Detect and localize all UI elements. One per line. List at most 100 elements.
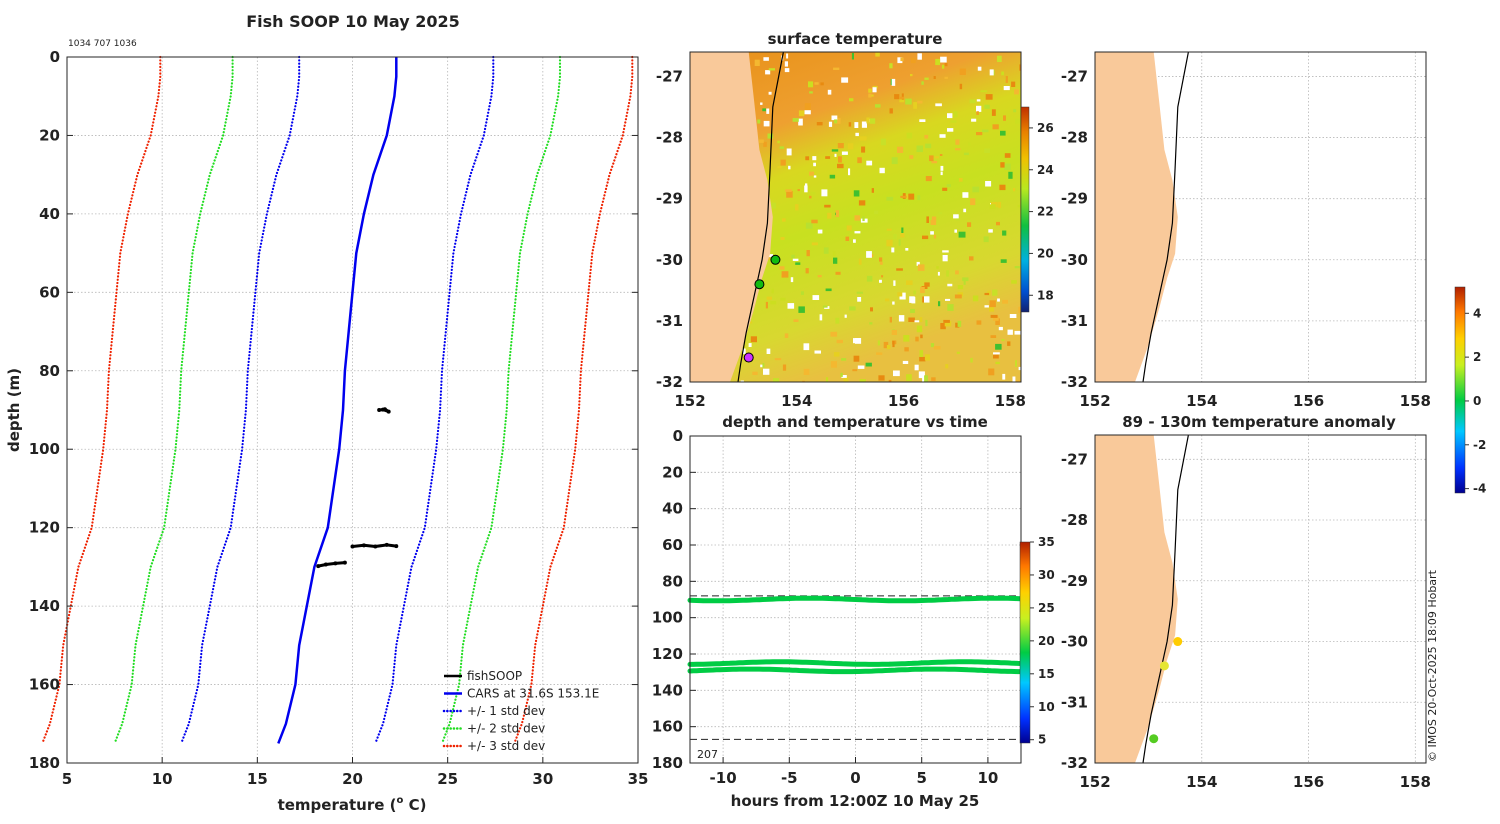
sst-pixel bbox=[909, 155, 914, 159]
sst-pixel bbox=[1017, 204, 1021, 208]
time-series bbox=[687, 595, 1024, 740]
tick-label-x: 158 bbox=[1400, 392, 1431, 410]
sst-pixel bbox=[793, 319, 799, 322]
sst-pixel bbox=[906, 280, 913, 285]
tick-label-y: 0 bbox=[673, 427, 683, 445]
sst-pixel bbox=[992, 289, 998, 296]
sst-pixel bbox=[913, 102, 917, 109]
sst-pixel bbox=[748, 343, 752, 347]
sst-pixel bbox=[862, 216, 865, 222]
legend-label: CARS at 31.6S 153.1E bbox=[467, 687, 599, 701]
sst-pixel bbox=[835, 317, 840, 324]
sst-pixel bbox=[989, 300, 996, 308]
sst-pixel bbox=[997, 55, 1002, 62]
sst-pixel bbox=[858, 200, 866, 206]
sst-pixel bbox=[1011, 280, 1017, 284]
tick-label-y: 180 bbox=[29, 754, 60, 772]
sst-pixel bbox=[962, 192, 969, 198]
sst-pixel bbox=[875, 52, 880, 57]
sst-pixel bbox=[811, 219, 818, 224]
sst-pixel bbox=[990, 314, 998, 318]
sst-pixel bbox=[856, 291, 863, 294]
sst-pixel bbox=[959, 68, 966, 75]
sst-pixel bbox=[1014, 330, 1021, 335]
sst-pixel bbox=[786, 53, 789, 59]
sst-pixel bbox=[976, 132, 983, 136]
sst-pixel bbox=[983, 236, 989, 243]
sst-pixel bbox=[889, 108, 893, 114]
sst-pixel bbox=[968, 142, 971, 146]
anomaly-point bbox=[1159, 661, 1169, 671]
tick-label-y: -27 bbox=[656, 67, 683, 85]
sst-pixel bbox=[946, 184, 951, 187]
sst-pixel bbox=[833, 257, 838, 264]
tick-label-x: 35 bbox=[628, 770, 649, 788]
sst-pixel bbox=[971, 118, 977, 122]
tick-label-y: 160 bbox=[652, 718, 683, 736]
sst-pixel bbox=[906, 374, 912, 381]
sst-pixel bbox=[921, 81, 924, 85]
sst-pixel bbox=[790, 277, 794, 283]
sst-pixel bbox=[879, 167, 885, 174]
sst-pixel bbox=[919, 350, 924, 357]
sst-pixel bbox=[954, 229, 957, 233]
sst-pixel bbox=[1002, 373, 1006, 380]
sst-pixel bbox=[935, 58, 941, 66]
sst-pixel bbox=[942, 187, 948, 191]
colorbar-label: 10 bbox=[1038, 700, 1055, 714]
profile-xlabel: temperature (o C) bbox=[278, 795, 427, 814]
sst-pixel bbox=[833, 67, 840, 70]
sst-pixel bbox=[944, 76, 948, 79]
sst-pixel bbox=[1009, 314, 1017, 318]
sst-pixel bbox=[780, 297, 786, 301]
empty-map-panel: 152 154 156 158 -27 -28 -29 -30 -31 -32 bbox=[1061, 51, 1431, 410]
sst-pixel bbox=[924, 282, 930, 287]
sst-pixel bbox=[837, 143, 844, 149]
colorbar-label: 26 bbox=[1037, 121, 1054, 135]
tick-label-x: 156 bbox=[1293, 392, 1324, 410]
sst-pixel bbox=[806, 250, 810, 257]
anomaly-title: 89 - 130m temperature anomaly bbox=[1122, 413, 1396, 431]
sst-pixel bbox=[759, 139, 764, 143]
sst-pixel bbox=[953, 214, 959, 219]
tick-label-x: 154 bbox=[1186, 773, 1217, 791]
sst-pixel bbox=[822, 305, 828, 308]
sst-ticks: 152 154 156 158 -27 -28 -29 -30 -31 -32 bbox=[656, 67, 1026, 410]
sst-pixel bbox=[788, 165, 791, 170]
sst-pixel bbox=[888, 379, 892, 382]
sst-pixel bbox=[766, 348, 771, 354]
sst-stations bbox=[743, 254, 781, 363]
sst-pixel bbox=[786, 148, 792, 156]
sst-pixel bbox=[892, 301, 895, 305]
anomaly-points bbox=[1149, 637, 1183, 744]
sst-pixel bbox=[834, 119, 838, 124]
tick-label-y: 100 bbox=[29, 440, 60, 458]
sst-pixel bbox=[899, 292, 906, 300]
sst-pixel bbox=[963, 152, 969, 156]
sst-pixel bbox=[995, 318, 1000, 325]
sst-pixel bbox=[829, 174, 836, 179]
sst-pixel bbox=[740, 380, 744, 382]
sst-pixel bbox=[908, 193, 915, 200]
tick-label-y: 80 bbox=[39, 362, 60, 380]
sst-pixel bbox=[990, 335, 997, 338]
sst-pixel bbox=[780, 159, 786, 166]
tick-label-x: -5 bbox=[781, 769, 798, 787]
tick-label-y: -32 bbox=[1061, 754, 1088, 772]
sst-pixel bbox=[941, 64, 945, 69]
sst-pixel bbox=[1005, 76, 1008, 83]
tick-label-y: 100 bbox=[652, 609, 683, 627]
sst-pixel bbox=[892, 340, 895, 348]
sst-pixel bbox=[830, 331, 838, 337]
sst-pixel bbox=[1015, 118, 1021, 124]
sst-pixel bbox=[910, 74, 913, 77]
sst-field bbox=[690, 52, 1021, 382]
sst-pixel bbox=[940, 323, 946, 330]
sst-pixel bbox=[763, 57, 769, 61]
sst-pixel bbox=[804, 110, 811, 115]
sst-pixel bbox=[851, 53, 854, 60]
sst-pixel bbox=[766, 296, 772, 300]
tick-label-y: 80 bbox=[662, 572, 683, 590]
sst-pixel bbox=[765, 70, 771, 75]
